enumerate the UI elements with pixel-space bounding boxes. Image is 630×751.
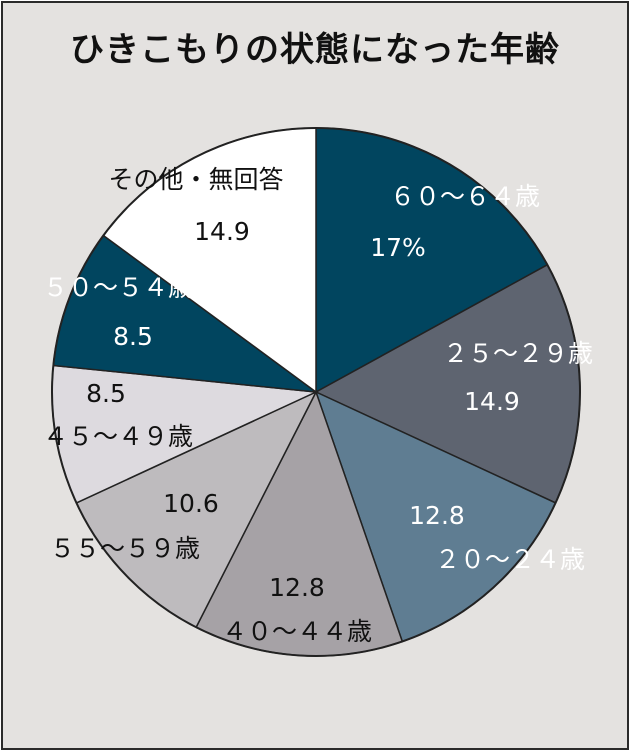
slice-value-label: 14.9 <box>194 217 250 246</box>
slice-value-label: 8.5 <box>113 322 153 351</box>
slice-name-label: その他・無回答 <box>108 165 283 194</box>
slice-name-label: ５５～５９歳 <box>50 534 200 563</box>
slice-value-label: 12.8 <box>409 501 465 530</box>
slice-value-label: 14.9 <box>464 387 520 416</box>
slice-value-label: 17% <box>370 233 426 262</box>
slice-name-label: ２５～２９歳 <box>443 339 593 368</box>
chart-title: ひきこもりの状態になった年齢 <box>70 30 560 70</box>
slice-name-label: ５０～５４歳 <box>43 273 193 302</box>
slice-value-label: 8.5 <box>86 379 126 408</box>
slice-name-label: ６０～６４歳 <box>390 182 540 211</box>
slice-name-label: ２０～２４歳 <box>435 545 585 574</box>
pie-outline <box>51 127 581 657</box>
slice-name-label: ４０～４４歳 <box>222 617 372 646</box>
slice-name-label: ４５～４９歳 <box>43 422 193 451</box>
slice-value-label: 12.8 <box>269 573 325 602</box>
slice-value-label: 10.6 <box>163 489 219 518</box>
